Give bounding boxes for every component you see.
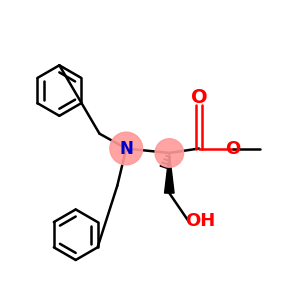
Circle shape	[110, 132, 142, 165]
Text: N: N	[119, 140, 133, 158]
Text: O: O	[226, 140, 241, 158]
Text: O: O	[191, 88, 207, 107]
Text: OH: OH	[185, 212, 216, 230]
Circle shape	[155, 139, 184, 167]
Polygon shape	[165, 153, 174, 193]
